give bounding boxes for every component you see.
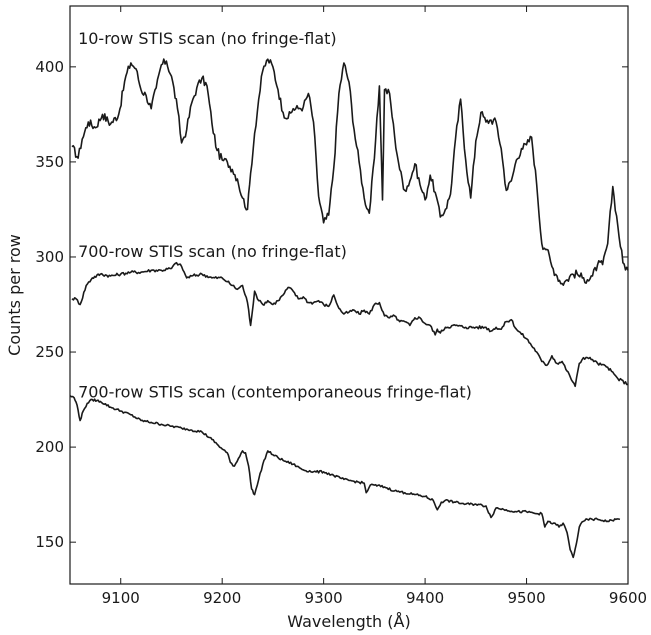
y-tick-label: 250: [35, 343, 64, 361]
series-annotations: 10-row STIS scan (no fringe-flat) 700-row…: [78, 29, 472, 402]
x-tick-label: 9200: [203, 589, 241, 607]
series-annotation-3: 700-row STIS scan (contemporaneous fring…: [78, 383, 472, 402]
x-tick-label: 9500: [507, 589, 545, 607]
x-tick-label: 9600: [609, 589, 647, 607]
y-axis: 150 200 250 300 350 400: [35, 58, 628, 551]
y-tick-label: 400: [35, 58, 64, 76]
y-axis-label: Counts per row: [5, 234, 24, 356]
series-annotation-2: 700-row STIS scan (no fringe-flat): [78, 242, 347, 261]
series-annotation-1: 10-row STIS scan (no fringe-flat): [78, 29, 337, 48]
series-line-1: [71, 58, 629, 286]
y-tick-label: 150: [35, 533, 64, 551]
x-axis: 9100 9200 9300 9400 9500 9600: [102, 6, 647, 607]
plot-frame: [69, 5, 629, 585]
series-line-3: [69, 395, 621, 559]
x-axis-label: Wavelength (Å): [287, 612, 410, 631]
x-tick-label: 9300: [305, 589, 343, 607]
y-tick-label: 200: [35, 438, 64, 456]
series-line-2: [71, 261, 629, 388]
x-tick-label: 9400: [406, 589, 444, 607]
series-layer: [69, 58, 629, 559]
y-tick-label: 300: [35, 248, 64, 266]
y-tick-label: 350: [35, 153, 64, 171]
x-tick-label: 9100: [102, 589, 140, 607]
